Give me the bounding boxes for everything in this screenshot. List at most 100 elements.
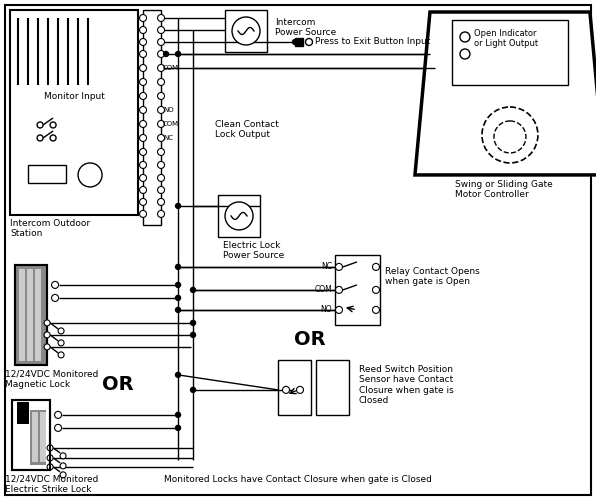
Circle shape xyxy=(157,148,164,156)
Circle shape xyxy=(58,328,64,334)
Bar xyxy=(19,269,25,361)
Circle shape xyxy=(47,455,53,461)
Circle shape xyxy=(336,306,343,314)
Circle shape xyxy=(139,50,147,58)
Circle shape xyxy=(60,453,66,459)
Circle shape xyxy=(157,210,164,218)
Bar xyxy=(12,400,50,470)
Text: COM: COM xyxy=(314,286,332,294)
Circle shape xyxy=(306,38,312,46)
Circle shape xyxy=(139,210,147,218)
Text: Intercom Outdoor
Station: Intercom Outdoor Station xyxy=(10,219,90,238)
Circle shape xyxy=(191,320,195,326)
Circle shape xyxy=(176,412,181,418)
Circle shape xyxy=(157,120,164,128)
Circle shape xyxy=(157,14,164,21)
Circle shape xyxy=(60,472,66,478)
Circle shape xyxy=(157,198,164,205)
Circle shape xyxy=(157,26,164,34)
Bar xyxy=(30,410,46,465)
Circle shape xyxy=(157,38,164,46)
Circle shape xyxy=(78,163,102,187)
Circle shape xyxy=(58,340,64,346)
Circle shape xyxy=(225,202,253,230)
Circle shape xyxy=(336,286,343,294)
Circle shape xyxy=(176,308,181,312)
Bar xyxy=(35,269,41,361)
Circle shape xyxy=(139,106,147,114)
Circle shape xyxy=(176,282,181,288)
Bar xyxy=(17,402,29,424)
Circle shape xyxy=(372,306,380,314)
Circle shape xyxy=(176,204,181,208)
Bar xyxy=(12,400,50,470)
Circle shape xyxy=(55,412,61,418)
Text: Open Indicator
or Light Output: Open Indicator or Light Output xyxy=(474,29,538,48)
Circle shape xyxy=(139,186,147,194)
Text: Clean Contact
Lock Output: Clean Contact Lock Output xyxy=(215,120,279,140)
Circle shape xyxy=(52,294,58,302)
Bar xyxy=(40,412,46,462)
Text: Electric Lock
Power Source: Electric Lock Power Source xyxy=(223,241,284,260)
Text: NO: NO xyxy=(163,107,173,113)
Text: NC: NC xyxy=(163,135,173,141)
Circle shape xyxy=(296,386,303,394)
Circle shape xyxy=(50,135,56,141)
Circle shape xyxy=(157,174,164,182)
Bar xyxy=(316,360,349,415)
Circle shape xyxy=(157,134,164,141)
Circle shape xyxy=(176,296,181,300)
Circle shape xyxy=(139,38,147,46)
Bar xyxy=(335,255,380,325)
Text: Monitored Locks have Contact Closure when gate is Closed: Monitored Locks have Contact Closure whe… xyxy=(164,476,432,484)
Bar xyxy=(295,38,303,46)
Circle shape xyxy=(157,162,164,168)
Circle shape xyxy=(176,426,181,430)
Text: Monitor Input: Monitor Input xyxy=(44,92,104,101)
Circle shape xyxy=(139,64,147,71)
Bar xyxy=(27,269,33,361)
Polygon shape xyxy=(415,12,596,175)
Bar xyxy=(15,265,47,365)
Circle shape xyxy=(176,372,181,378)
Circle shape xyxy=(139,92,147,100)
Text: 12/24VDC Monitored
Electric Strike Lock: 12/24VDC Monitored Electric Strike Lock xyxy=(5,475,98,494)
Circle shape xyxy=(60,463,66,469)
Circle shape xyxy=(232,17,260,45)
Bar xyxy=(10,10,138,215)
Text: COM: COM xyxy=(163,65,179,71)
Circle shape xyxy=(47,464,53,470)
Text: Relay Contact Opens
when gate is Open: Relay Contact Opens when gate is Open xyxy=(385,267,480,286)
Circle shape xyxy=(191,288,195,292)
Bar xyxy=(143,10,161,225)
Bar xyxy=(32,412,38,462)
Circle shape xyxy=(55,424,61,432)
Circle shape xyxy=(157,186,164,194)
Circle shape xyxy=(293,40,297,44)
Circle shape xyxy=(139,148,147,156)
Circle shape xyxy=(44,332,50,338)
Circle shape xyxy=(139,26,147,34)
Circle shape xyxy=(372,264,380,270)
Circle shape xyxy=(139,78,147,86)
Circle shape xyxy=(139,174,147,182)
Circle shape xyxy=(44,344,50,350)
Circle shape xyxy=(176,264,181,270)
Circle shape xyxy=(157,78,164,86)
Bar xyxy=(278,360,311,415)
Circle shape xyxy=(58,352,64,358)
Circle shape xyxy=(482,107,538,163)
Circle shape xyxy=(139,198,147,205)
Circle shape xyxy=(47,445,53,451)
Circle shape xyxy=(139,14,147,21)
Text: OR: OR xyxy=(294,330,326,349)
Circle shape xyxy=(372,286,380,294)
Circle shape xyxy=(139,134,147,141)
Circle shape xyxy=(283,386,290,394)
Circle shape xyxy=(44,320,50,326)
Bar xyxy=(225,10,267,52)
Circle shape xyxy=(37,122,43,128)
Circle shape xyxy=(157,106,164,114)
Text: COM: COM xyxy=(163,121,179,127)
Text: Reed Switch Position
Sensor have Contact
Closure when gate is
Closed: Reed Switch Position Sensor have Contact… xyxy=(359,365,454,405)
